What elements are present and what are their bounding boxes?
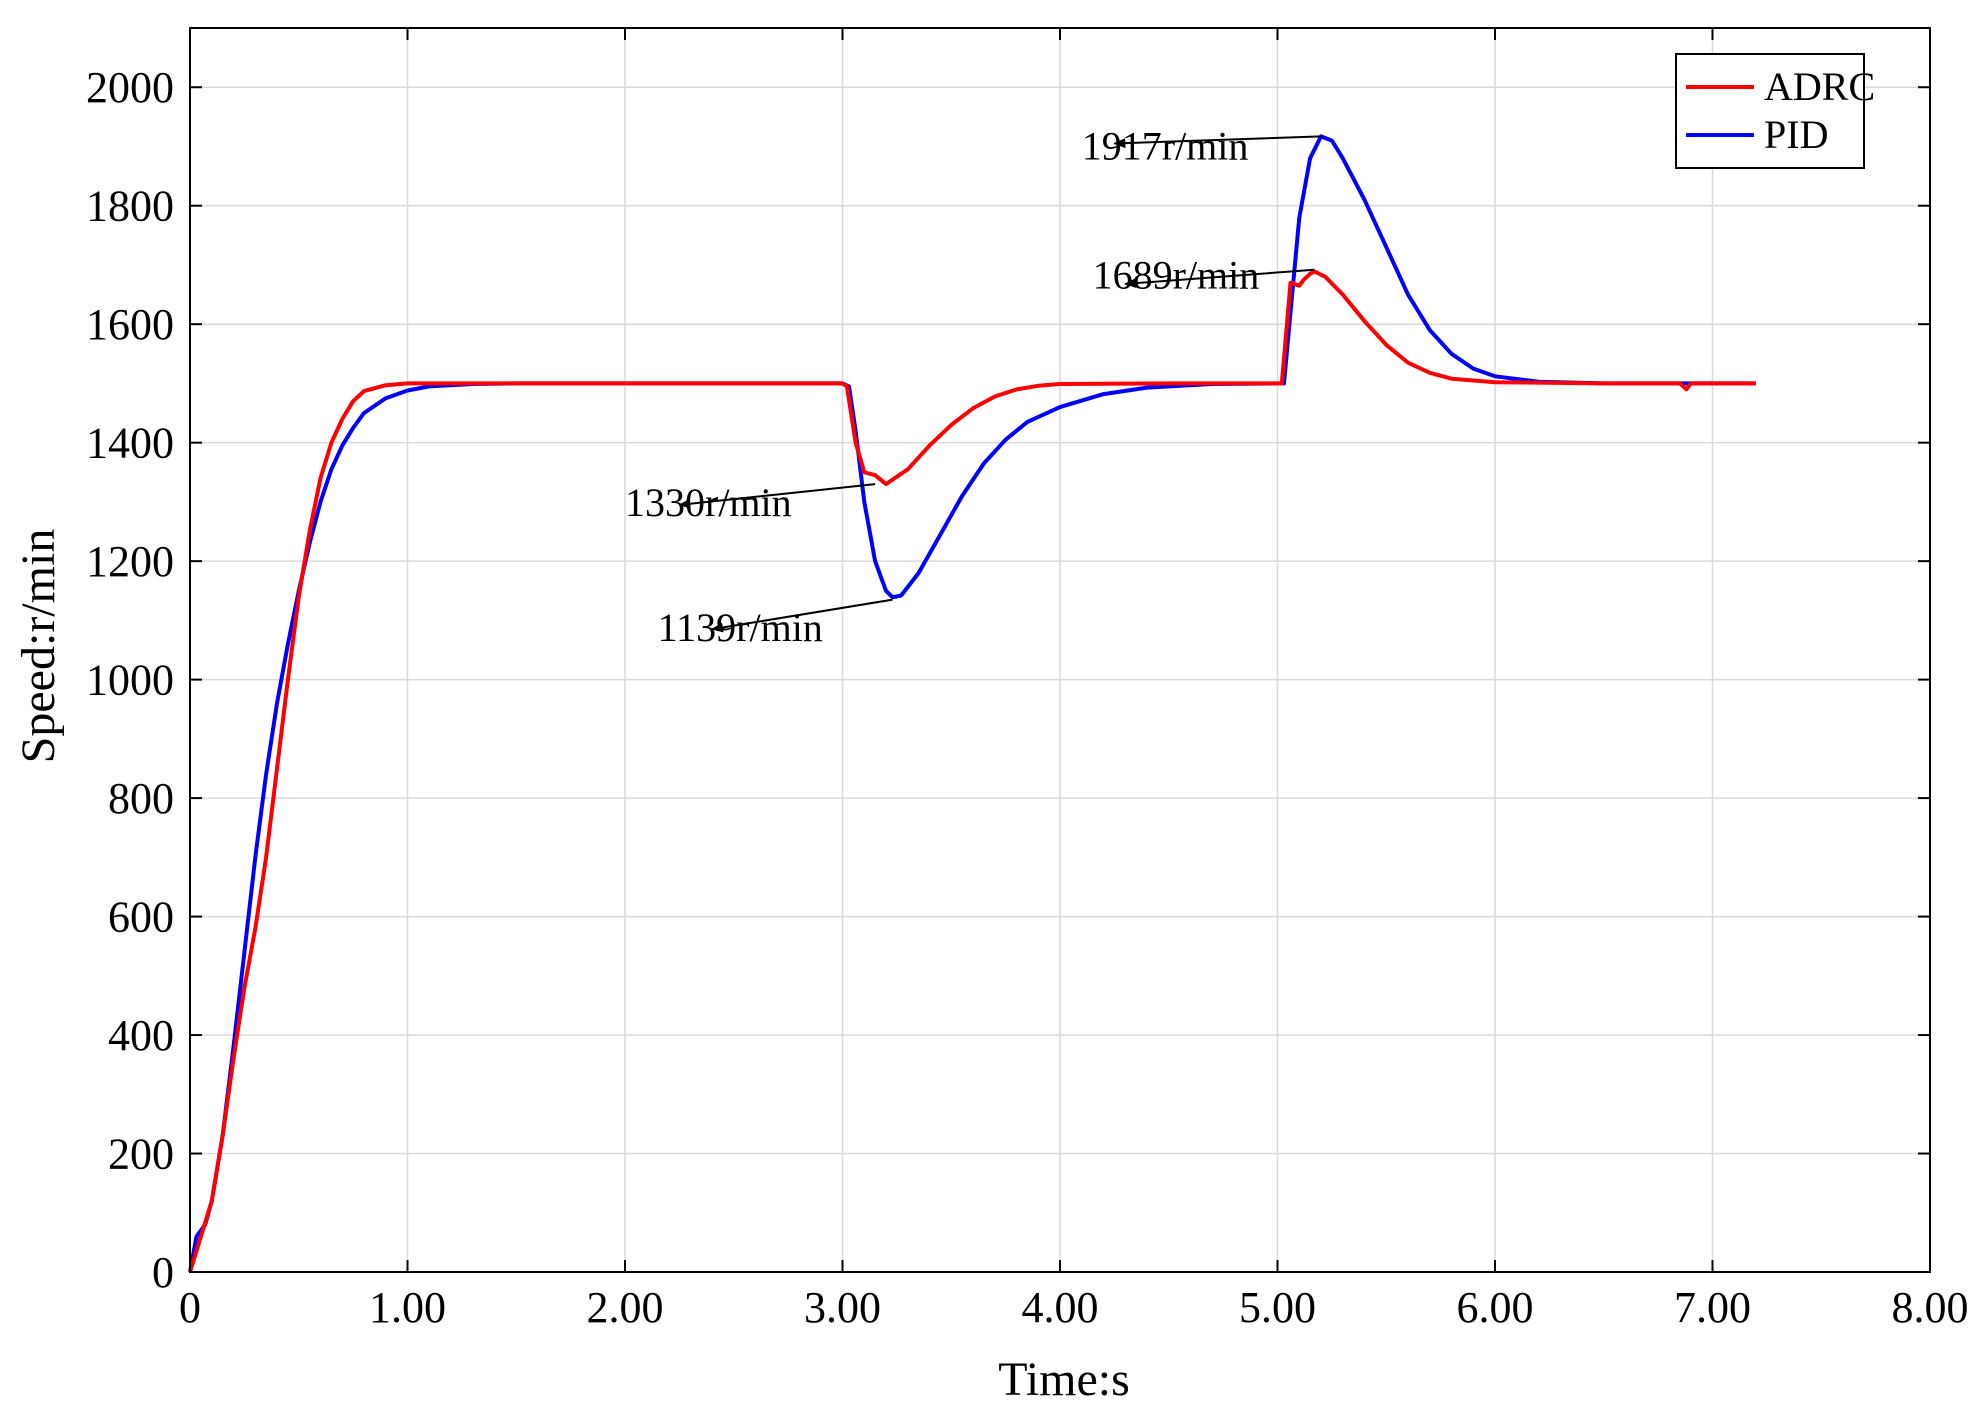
legend-label-adrc: ADRC — [1764, 64, 1875, 109]
annotation-arrow — [1113, 135, 1322, 149]
annotation-layer: 1917r/min 1689r/min 1330r/min 1139r/min — [625, 124, 1322, 650]
x-tick-label: 7.00 — [1674, 1283, 1751, 1332]
x-tick-label: 1.00 — [369, 1283, 446, 1332]
y-tick-label: 1400 — [86, 419, 174, 468]
x-tick-label: 5.00 — [1239, 1283, 1316, 1332]
series-layer — [188, 134, 1756, 1273]
annotation-arrow — [1124, 268, 1315, 289]
y-tick-label: 2000 — [86, 63, 174, 112]
x-tick-label: 8.00 — [1892, 1283, 1969, 1332]
x-axis-label: Time:s — [998, 1353, 1130, 1406]
y-tick-label: 1600 — [86, 300, 174, 349]
x-tick-label: 0 — [179, 1283, 201, 1332]
legend: ADRC PID — [1675, 53, 1875, 169]
x-tick-label: 4.00 — [1022, 1283, 1099, 1332]
x-tick-label: 3.00 — [804, 1283, 881, 1332]
y-tick-label: 200 — [108, 1130, 174, 1179]
annotation-label: 1139r/min — [658, 605, 823, 650]
y-tick-label: 800 — [108, 774, 174, 823]
grid-layer — [190, 28, 1930, 1272]
series-line-pid — [188, 134, 1756, 1273]
annotation-arrow — [678, 483, 876, 509]
series-line-adrc — [188, 269, 1756, 1273]
y-tick-label: 0 — [152, 1248, 174, 1297]
annotation-label: 1689r/min — [1093, 253, 1260, 298]
annotation-arrow — [711, 598, 893, 633]
y-axis-label: Speed:r/min — [12, 529, 65, 764]
y-tick-label: 400 — [108, 1011, 174, 1060]
legend-box — [1675, 53, 1865, 169]
y-tick-label: 1200 — [86, 537, 174, 586]
annotation-label: 1330r/min — [625, 480, 792, 525]
annotation-label: 1917r/min — [1082, 124, 1249, 169]
legend-label-pid: PID — [1764, 112, 1828, 157]
x-tick-label: 6.00 — [1457, 1283, 1534, 1332]
y-tick-label: 1800 — [86, 182, 174, 231]
y-tick-label: 600 — [108, 893, 174, 942]
x-tick-label: 2.00 — [587, 1283, 664, 1332]
y-tick-label: 1000 — [86, 656, 174, 705]
tick-layer: 0 1.00 2.00 3.00 4.00 5.00 6.00 7.00 8.00 0 200 400… — [86, 28, 1969, 1332]
